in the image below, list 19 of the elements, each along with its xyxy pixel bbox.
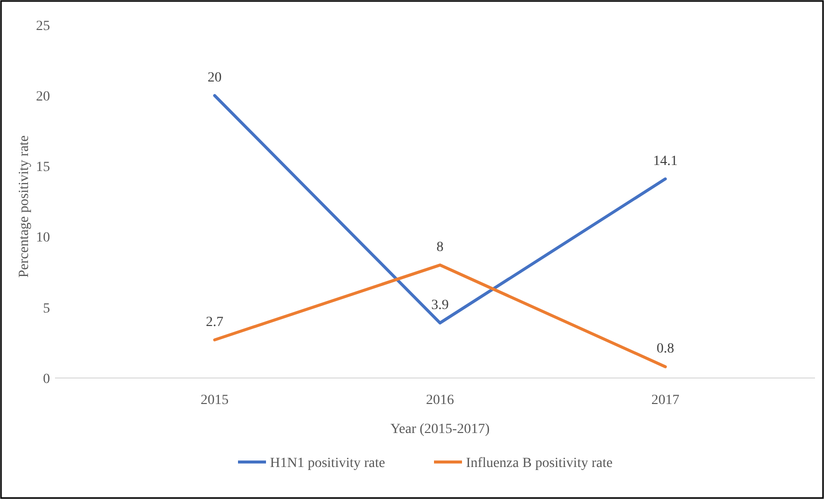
x-tick-label: 2015 (200, 393, 229, 408)
data-label: 2.7 (206, 314, 224, 330)
data-label: 0.8 (656, 342, 674, 357)
y-tick-label: 25 (36, 18, 50, 34)
x-tick-label: 2017 (651, 393, 680, 408)
y-axis-title: Percentage positivity rate (17, 135, 32, 278)
data-label: 8 (436, 240, 444, 256)
x-tick-label: 2016 (426, 393, 454, 408)
data-label: 14.1 (653, 154, 678, 169)
data-label: 3.9 (431, 298, 449, 313)
data-label: 20 (208, 70, 222, 86)
y-tick-label: 0 (43, 372, 50, 387)
y-tick-label: 10 (36, 230, 50, 246)
y-tick-label: 20 (36, 90, 50, 104)
legend-label: Influenza B positivity rate (466, 456, 613, 471)
y-tick-label: 15 (36, 160, 50, 176)
x-axis-title: Year (2015-2017) (390, 422, 490, 437)
legend-label: H1N1 positivity rate (270, 456, 386, 471)
y-tick-label: 5 (43, 301, 50, 316)
